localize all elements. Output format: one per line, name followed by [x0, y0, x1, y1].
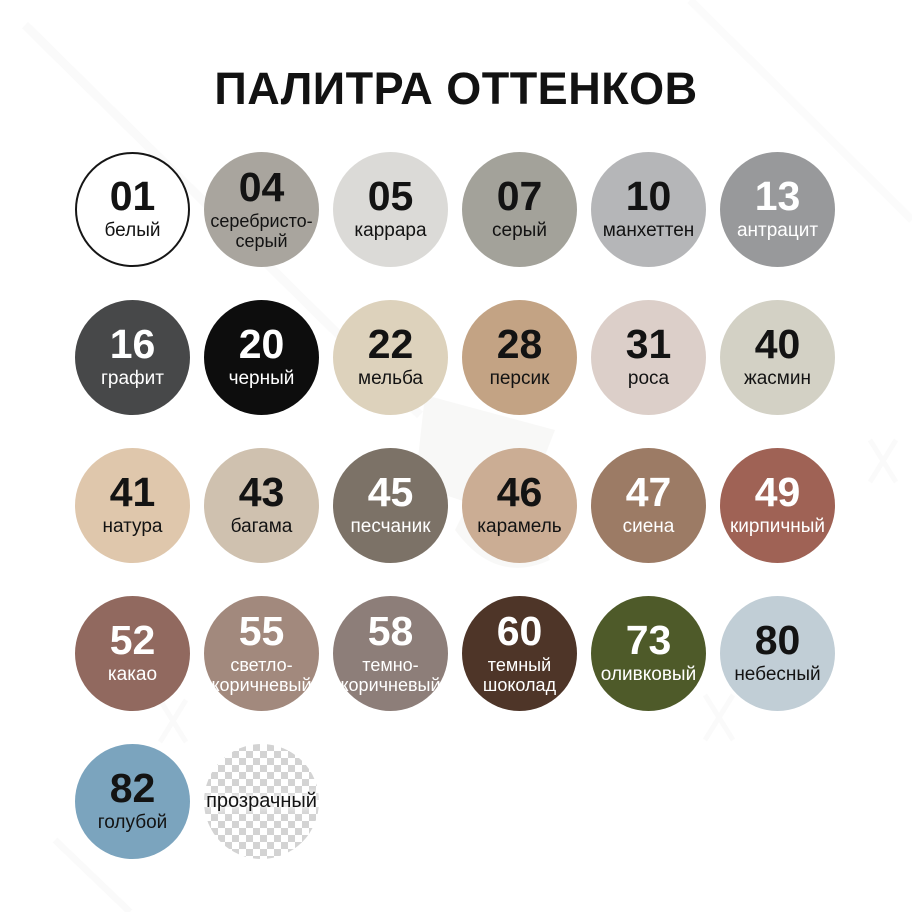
- shade-circle-13: 13 антрацит: [720, 151, 835, 267]
- shade-name: каррара: [354, 220, 427, 242]
- shade-name: темно- коричневый: [340, 654, 441, 695]
- shade-code: 41: [109, 469, 156, 516]
- shade-code: 22: [367, 321, 414, 368]
- shade-circle-10: 10 манхеттен: [591, 151, 706, 267]
- shade-circle-31: 31 роса: [591, 299, 706, 415]
- shade-circle-43: 43 багама: [204, 447, 319, 563]
- shade-name: белый: [104, 220, 161, 242]
- shade-circle-55: 55 светло- коричневый: [204, 595, 319, 711]
- shade-code: 73: [625, 617, 672, 664]
- shade-name: черный: [228, 368, 295, 390]
- shade-code: 52: [109, 617, 156, 664]
- shade-circle-05: 05 каррара: [333, 151, 448, 267]
- shade-code: 60: [496, 607, 543, 654]
- shade-code: 28: [496, 321, 543, 368]
- shade-code: 20: [238, 321, 285, 368]
- shade-name: серебристо- серый: [210, 210, 313, 251]
- shade-code: 01: [109, 173, 156, 220]
- shade-name: светло- коричневый: [211, 654, 312, 695]
- shade-circle-80: 80 небесный: [720, 595, 835, 711]
- shade-code: 31: [625, 321, 672, 368]
- shade-code: 40: [754, 321, 801, 368]
- shade-name: серый: [492, 220, 547, 242]
- shade-name: песчаник: [350, 516, 431, 538]
- page-title: ПАЛИТРА ОТТЕНКОВ: [214, 63, 698, 114]
- shade-name: карамель: [477, 516, 562, 538]
- shade-name: антрацит: [736, 220, 819, 242]
- shade-circle-28: 28 персик: [462, 299, 577, 415]
- shade-code: 16: [109, 321, 156, 368]
- shade-code: 43: [238, 469, 285, 516]
- shade-circle-20: 20 черный: [204, 299, 319, 415]
- shade-name: манхеттен: [602, 220, 695, 242]
- shade-circle-52: 52 какао: [75, 595, 190, 711]
- shade-name: голубой: [97, 812, 168, 834]
- shade-circle-прозрачный: прозрачный: [204, 743, 319, 859]
- shade-circle-49: 49 кирпичный: [720, 447, 835, 563]
- shade-code: 49: [754, 469, 801, 516]
- shade-name: графит: [100, 368, 164, 390]
- shade-name: оливковый: [600, 664, 697, 686]
- shade-name: роса: [627, 368, 670, 390]
- shade-code: 58: [367, 607, 414, 654]
- shade-name: багама: [230, 516, 293, 538]
- shade-name: темный шоколад: [482, 654, 557, 695]
- shade-circle-46: 46 карамель: [462, 447, 577, 563]
- shade-code: 13: [754, 173, 801, 220]
- shade-name: какао: [107, 664, 158, 686]
- shade-circle-04: 04 серебристо- серый: [204, 151, 319, 267]
- shade-circle-07: 07 серый: [462, 151, 577, 267]
- shade-circle-01: 01 белый: [75, 151, 190, 267]
- shade-circle-41: 41 натура: [75, 447, 190, 563]
- shade-code: 80: [754, 617, 801, 664]
- shade-code: 82: [109, 765, 156, 812]
- shade-circle-82: 82 голубой: [75, 743, 190, 859]
- shade-circle-22: 22 мельба: [333, 299, 448, 415]
- shade-name: небесный: [734, 664, 821, 686]
- shade-code: 47: [625, 469, 672, 516]
- shade-code: 55: [238, 607, 285, 654]
- shade-name: жасмин: [744, 368, 811, 390]
- palette-grid: 01 белый 04 серебристо- серый 05 каррара 07 сер…: [68, 135, 842, 875]
- shade-code: 10: [625, 173, 672, 220]
- shade-name: натура: [102, 516, 163, 538]
- shade-circle-73: 73 оливковый: [591, 595, 706, 711]
- shade-code: 04: [238, 163, 285, 210]
- shade-circle-60: 60 темный шоколад: [462, 595, 577, 711]
- shade-code: 46: [496, 469, 543, 516]
- shade-name: кирпичный: [729, 516, 826, 538]
- shade-name: персик: [489, 368, 550, 390]
- shade-circle-45: 45 песчаник: [333, 447, 448, 563]
- shade-code: 45: [367, 469, 414, 516]
- shade-circle-58: 58 темно- коричневый: [333, 595, 448, 711]
- shade-name: прозрачный: [206, 789, 317, 812]
- shade-circle-16: 16 графит: [75, 299, 190, 415]
- shade-code: 05: [367, 173, 414, 220]
- shade-code: 07: [496, 173, 543, 220]
- shade-circle-40: 40 жасмин: [720, 299, 835, 415]
- shade-name: мельба: [358, 368, 423, 390]
- shade-name: сиена: [622, 516, 675, 538]
- shade-circle-47: 47 сиена: [591, 447, 706, 563]
